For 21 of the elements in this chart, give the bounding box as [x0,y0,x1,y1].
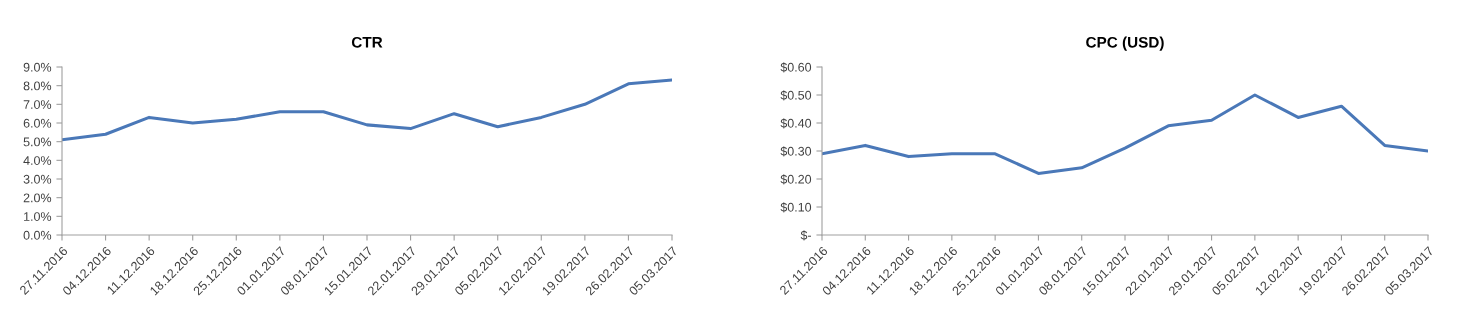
y-tick-label: 4.0% [23,156,52,165]
y-tick-label: 6.0% [23,118,52,128]
y-tick-label: $- [800,230,812,241]
y-tick-label: $0.50 [780,90,812,101]
y-tick-label: 3.0% [23,174,52,184]
y-tick-label: 9.0% [23,62,52,72]
y-tick-label: 0.0% [23,230,52,240]
line-series [822,93,1428,175]
line-series [62,78,672,142]
chart-title: CPC (USD) [1086,36,1164,51]
y-tick-label: $0.30 [780,146,812,157]
y-tick-label: 7.0% [23,100,52,109]
y-tick-label: 2.0% [23,193,52,203]
y-tick-label: $0.10 [780,202,812,213]
y-tick-label: 5.0% [23,137,52,147]
y-tick-label: 8.0% [23,81,52,91]
y-tick-label: $0.40 [780,118,812,129]
chart-title: CTR [351,36,383,48]
y-tick-label: $0.60 [780,62,812,73]
y-tick-label: $0.20 [780,174,812,185]
y-tick-label: 1.0% [24,212,52,221]
